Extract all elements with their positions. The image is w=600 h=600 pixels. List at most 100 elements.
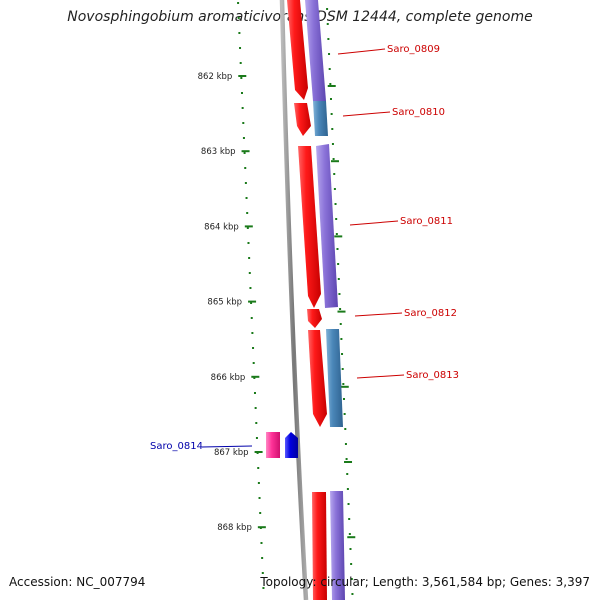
ruler-minor-tick <box>348 533 351 535</box>
ruler-minor-tick <box>341 368 344 370</box>
ruler-major-tick <box>340 385 349 388</box>
ruler-minor-tick <box>333 173 336 175</box>
ruler-major-tick <box>330 160 339 163</box>
gene-label-saro-0813[interactable]: Saro_0813 <box>406 370 459 381</box>
ruler-minor-tick <box>255 422 258 424</box>
ruler-minor-tick <box>342 383 345 385</box>
gene-feature-pink[interactable] <box>266 432 280 458</box>
ruler-minor-tick <box>330 113 333 115</box>
scale-tick-label: 865 kbp <box>207 298 242 308</box>
ruler-minor-tick <box>257 482 260 484</box>
gene-feature[interactable] <box>316 144 338 308</box>
ruler-minor-tick <box>351 593 354 595</box>
ruler-minor-tick <box>331 128 334 130</box>
ruler-minor-tick <box>349 548 352 550</box>
ruler-minor-tick <box>242 137 245 139</box>
ruler-major-tick <box>248 300 257 303</box>
gene-label-saro-0810[interactable]: Saro_0810 <box>392 107 445 118</box>
ruler-minor-tick <box>240 92 243 94</box>
ruler-minor-tick <box>329 98 332 100</box>
ruler-minor-tick <box>332 158 335 160</box>
label-leader <box>356 374 405 379</box>
ruler-minor-tick <box>347 503 350 505</box>
ruler-minor-tick <box>344 428 347 430</box>
gene-feature[interactable] <box>326 329 343 427</box>
ruler-minor-tick <box>241 107 244 109</box>
ruler-minor-tick <box>341 353 344 355</box>
ruler-minor-tick <box>346 473 349 475</box>
ruler-minor-tick <box>340 338 343 340</box>
ruler-minor-tick <box>345 458 348 460</box>
gene-label-saro-0811[interactable]: Saro_0811 <box>400 216 453 227</box>
scale-tick-label: 868 kbp <box>217 523 252 533</box>
ruler-minor-tick <box>326 23 329 25</box>
ruler-minor-tick <box>261 557 264 559</box>
ruler-minor-tick <box>346 488 349 490</box>
gene-label-saro-0814[interactable]: Saro_0814 <box>150 441 203 452</box>
gene-feature[interactable] <box>313 101 328 136</box>
ruler-minor-tick <box>247 242 250 244</box>
ruler-minor-tick <box>328 68 331 70</box>
gene-feature[interactable] <box>305 0 326 101</box>
accession-text: Accession: NC_007794 <box>9 575 146 589</box>
ruler-minor-tick <box>260 542 263 544</box>
ruler-major-tick <box>244 225 253 228</box>
ruler-minor-tick <box>348 518 351 520</box>
genome-backbone <box>279 0 309 600</box>
ruler-minor-tick <box>252 362 255 364</box>
ruler-minor-tick <box>329 83 332 85</box>
ruler-minor-tick <box>339 323 342 325</box>
ruler-minor-tick <box>350 563 353 565</box>
ruler-minor-tick <box>252 347 255 349</box>
inner-ruler-ticks <box>326 8 356 595</box>
cds-feature[interactable] <box>307 309 322 328</box>
ruler-minor-tick <box>331 143 334 145</box>
label-leader <box>354 312 403 317</box>
ruler-minor-tick <box>335 218 338 220</box>
cds-feature-blue[interactable] <box>285 432 298 458</box>
ruler-major-tick <box>254 451 263 453</box>
ruler-minor-tick <box>249 287 252 289</box>
ruler-minor-tick <box>237 2 240 4</box>
ruler-minor-tick <box>239 62 242 64</box>
ruler-minor-tick <box>246 227 249 229</box>
scale-tick-label: 864 kbp <box>204 222 239 232</box>
cds-feature[interactable] <box>294 103 311 136</box>
label-leader <box>201 445 253 448</box>
ruler-minor-tick <box>244 182 247 184</box>
label-leader <box>349 220 399 226</box>
ruler-major-tick <box>344 461 353 463</box>
cds-feature[interactable] <box>308 330 327 427</box>
scale-tick-label: 866 kbp <box>211 373 246 383</box>
ruler-minor-tick <box>254 407 257 409</box>
ruler-minor-tick <box>339 308 342 310</box>
ruler-major-tick <box>238 75 247 77</box>
ruler-major-tick <box>251 375 260 378</box>
ruler-minor-tick <box>334 203 337 205</box>
ruler-minor-tick <box>326 8 329 10</box>
ruler-minor-tick <box>262 587 265 589</box>
ruler-minor-tick <box>335 233 338 235</box>
ruler-minor-tick <box>244 167 247 169</box>
ruler-major-tick <box>337 310 346 313</box>
ruler-major-tick <box>327 85 336 87</box>
cds-feature[interactable] <box>298 146 321 308</box>
gene-label-saro-0809[interactable]: Saro_0809 <box>387 44 440 55</box>
cds-feature[interactable] <box>312 492 327 600</box>
ruler-major-tick <box>241 150 250 153</box>
ruler-minor-tick <box>243 152 246 154</box>
ruler-minor-tick <box>242 122 245 124</box>
gene-feature[interactable] <box>330 491 345 600</box>
cds-track <box>287 0 327 600</box>
gene-labels: Saro_0809 Saro_0810 Saro_0811 Saro_0812 … <box>150 44 459 452</box>
ruler-major-tick <box>347 536 356 539</box>
ruler-minor-tick <box>344 443 347 445</box>
ruler-minor-tick <box>239 47 242 49</box>
ruler-minor-tick <box>255 437 258 439</box>
ruler-minor-tick <box>245 197 248 199</box>
cds-feature[interactable] <box>287 0 308 100</box>
ruler-major-tick <box>257 526 266 529</box>
gene-label-saro-0812[interactable]: Saro_0812 <box>404 308 457 319</box>
ruler-minor-tick <box>246 212 249 214</box>
ruler-minor-tick <box>253 377 256 379</box>
